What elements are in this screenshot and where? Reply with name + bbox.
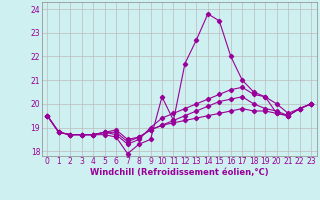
X-axis label: Windchill (Refroidissement éolien,°C): Windchill (Refroidissement éolien,°C) xyxy=(90,168,268,177)
